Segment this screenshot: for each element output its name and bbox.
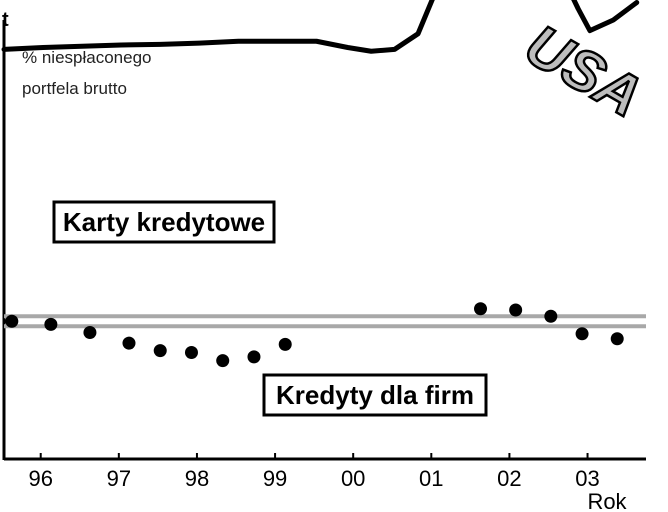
series-line-credit-cards	[1, 0, 640, 54]
x-tick-label-99: 99	[263, 466, 287, 491]
x-tick-label-03: 03	[575, 466, 599, 491]
credit-cards-label-box: Karty kredytowe	[52, 200, 276, 244]
business-loans-point-9	[474, 302, 488, 316]
business-loans-point-2	[83, 326, 97, 339]
business-loans-point-10	[509, 303, 523, 317]
business-loans-point-12	[575, 327, 589, 341]
x-tick-label-00: 00	[341, 466, 365, 491]
credit-cards-label: Karty kredytowe	[63, 207, 265, 237]
business-loans-label: Kredyty dla firm	[276, 380, 474, 410]
x-tick-label-01: 01	[419, 466, 443, 491]
business-loans-label-box: Kredyty dla firm	[262, 373, 488, 417]
business-loans-point-4	[153, 344, 167, 358]
business-loans-point-8	[278, 337, 292, 351]
x-axis-title: Rok	[587, 489, 627, 512]
x-tick-label-96: 96	[28, 466, 52, 491]
business-loans-label-frame	[262, 373, 488, 417]
business-loans-point-11	[544, 309, 558, 323]
unit-label-line-1: % niespłaconego	[22, 48, 151, 67]
business-loans-point-0	[5, 314, 19, 328]
business-loans-point-5	[184, 346, 198, 359]
business-loans-point-7	[247, 350, 261, 364]
credit-cards-label-frame	[52, 200, 276, 244]
business-loans-point-13	[610, 332, 624, 346]
business-loans-point-1	[44, 317, 58, 331]
reference-band	[4, 314, 646, 329]
country-label: USA	[514, 12, 653, 130]
business-loans-point-3	[122, 336, 136, 350]
unit-label-line-2: portfela brutto	[22, 79, 127, 98]
corner-label: t	[2, 9, 9, 31]
x-tick-label-97: 97	[107, 466, 131, 491]
x-tick-label-98: 98	[185, 466, 209, 491]
series-layer	[1, 0, 640, 368]
business-loans-point-6	[216, 354, 230, 368]
x-tick-label-02: 02	[497, 466, 521, 491]
x-tick-labels: 96 97 98 99 00 01 02 03	[28, 453, 600, 491]
